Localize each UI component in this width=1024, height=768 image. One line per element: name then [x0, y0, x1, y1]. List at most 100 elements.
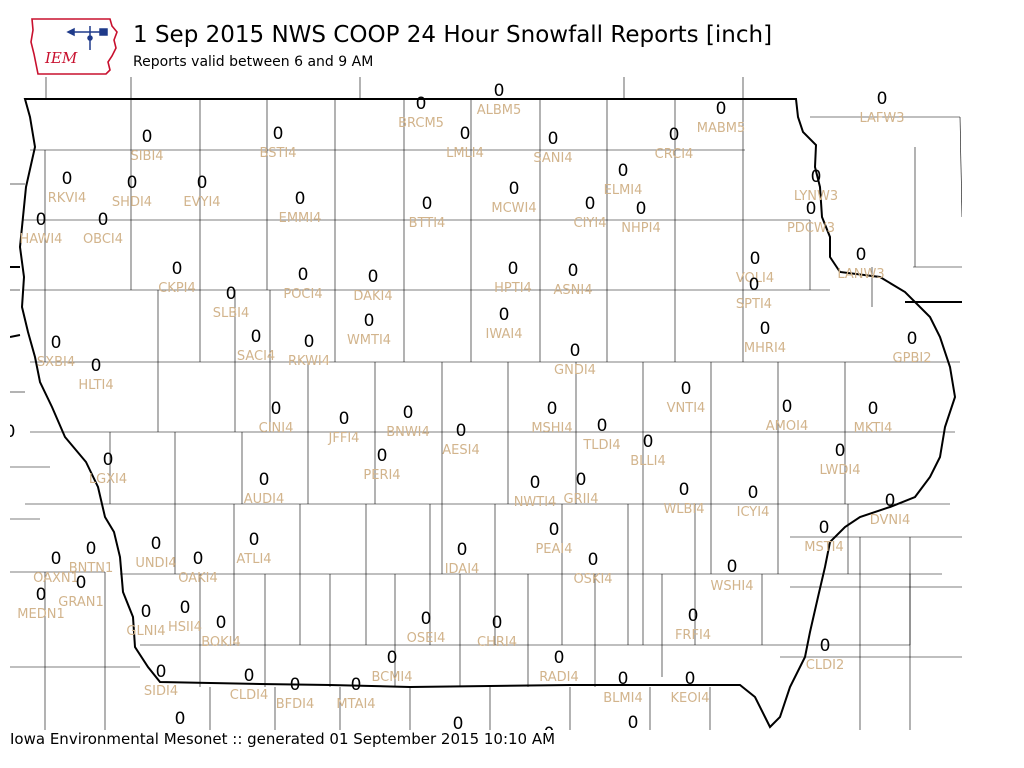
snowfall-value: 0	[885, 491, 896, 511]
snowfall-value: 0	[576, 470, 587, 490]
snowfall-value: 0	[618, 669, 629, 689]
station-label: OAXN1	[33, 571, 79, 586]
snowfall-value: 0	[103, 450, 114, 470]
footer-credit: Iowa Environmental Mesonet :: generated …	[10, 730, 556, 748]
station-label: ASNI4	[554, 283, 593, 298]
snowfall-value: 0	[290, 675, 301, 695]
station-label: GPBI2	[893, 351, 932, 366]
snowfall-value: 0	[856, 245, 867, 265]
snowfall-value: 0	[98, 210, 109, 230]
station-label: CLDI4	[230, 688, 268, 703]
station-label: SXBI4	[37, 355, 75, 370]
station-label: VOLI4	[736, 271, 774, 286]
snowfall-value: 0	[36, 210, 47, 230]
station-label: LMLI4	[446, 146, 484, 161]
station-label: LYNW3	[794, 189, 838, 204]
station-label: SIBI4	[130, 149, 163, 164]
snowfall-value: 0	[460, 124, 471, 144]
snowfall-value: 0	[86, 539, 97, 559]
county-boundaries	[10, 77, 962, 730]
station-label: VNTI4	[667, 401, 706, 416]
snowfall-value: 0	[499, 305, 510, 325]
station-label: CRCI4	[655, 147, 694, 162]
snowfall-value: 0	[748, 483, 759, 503]
station-label: JFFI4	[328, 431, 360, 446]
station-label: OSEI4	[407, 631, 446, 646]
station-label: AMOI4	[766, 419, 808, 434]
station-label: RKWI4	[288, 354, 330, 369]
snowfall-value: 0	[811, 167, 822, 187]
station-label: PDCW3	[787, 221, 835, 236]
station-label: BNTN1	[69, 561, 114, 576]
snowfall-value: 0	[544, 724, 555, 730]
snowfall-value: 0	[530, 473, 541, 493]
snowfall-value: 0	[141, 602, 152, 622]
iowa-outline-icon	[30, 18, 118, 75]
station-label: MTAI4	[336, 697, 375, 712]
snowfall-value: 0	[422, 194, 433, 214]
station-label: HAWI4	[20, 232, 63, 247]
station-label: BOKI4	[201, 635, 241, 650]
snowfall-value: 0	[51, 549, 62, 569]
station-label: HPTI4	[494, 281, 532, 296]
station-label: FRFI4	[675, 628, 711, 643]
station-label: MABM5	[697, 121, 746, 136]
snowfall-value: 0	[295, 189, 306, 209]
station-label: SANI4	[533, 151, 572, 166]
snowfall-value: 0	[554, 648, 565, 668]
page-subtitle: Reports valid between 6 and 9 AM	[133, 54, 374, 70]
station-label: HSII4	[168, 620, 202, 635]
station-label: MHRI4	[744, 341, 786, 356]
snowfall-value: 0	[251, 327, 262, 347]
station-label: AESI4	[442, 443, 479, 458]
station-label: CHRI4	[477, 635, 517, 650]
snowfall-value: 0	[549, 520, 560, 540]
station-label: SIDI4	[144, 684, 178, 699]
snowfall-value: 0	[681, 379, 692, 399]
station-label: MKTI4	[854, 421, 893, 436]
station-label: OAKI4	[178, 571, 218, 586]
station-label: DVNI4	[870, 513, 911, 528]
station-label: NHPI4	[621, 221, 660, 236]
station-label: UNDI4	[135, 556, 176, 571]
station-label: BTTI4	[409, 216, 446, 231]
station-label: BLLI4	[630, 454, 666, 469]
station-label: AUDI4	[244, 492, 285, 507]
station-label: BFDI4	[276, 697, 315, 712]
snowfall-value: 0	[547, 399, 558, 419]
station-label: CIYI4	[574, 216, 607, 231]
station-label: OBCI4	[83, 232, 123, 247]
snowfall-value: 0	[304, 332, 315, 352]
station-label: IDAI4	[445, 562, 480, 577]
station-label: POCI4	[283, 287, 322, 302]
station-label: GRII4	[563, 492, 598, 507]
snowfall-value: 0	[259, 470, 270, 490]
snowfall-value: 0	[156, 662, 167, 682]
snowfall-value: 0	[688, 606, 699, 626]
snowfall-value: 0	[36, 585, 47, 605]
station-label: GNDI4	[554, 363, 596, 378]
snowfall-value: 0	[76, 573, 87, 593]
snowfall-value: 0	[377, 446, 388, 466]
snowfall-value: 0	[716, 99, 727, 119]
snowfall-value: 0	[197, 173, 208, 193]
logo-text: IEM	[44, 49, 78, 67]
snowfall-value: 0	[820, 636, 831, 656]
snowfall-value: 0	[339, 409, 350, 429]
station-label: HLTI4	[78, 378, 113, 393]
snowfall-value: 0	[568, 261, 579, 281]
station-label: PERI4	[363, 468, 400, 483]
station-label: WSHI4	[711, 579, 754, 594]
snowfall-value: 0	[10, 422, 15, 442]
snowfall-value: 0	[172, 259, 183, 279]
station-label: CLDI2	[806, 658, 844, 673]
iem-logo: IEM	[28, 16, 120, 76]
snowfall-value: 0	[806, 199, 817, 219]
station-label: EVYI4	[183, 195, 220, 210]
station-label: BSTI4	[260, 146, 297, 161]
station-label: NWTI4	[514, 495, 557, 510]
snowfall-value: 0	[750, 249, 761, 269]
snowfall-value: 0	[62, 169, 73, 189]
snowfall-value: 0	[456, 421, 467, 441]
station-label: LAFW3	[859, 111, 904, 126]
